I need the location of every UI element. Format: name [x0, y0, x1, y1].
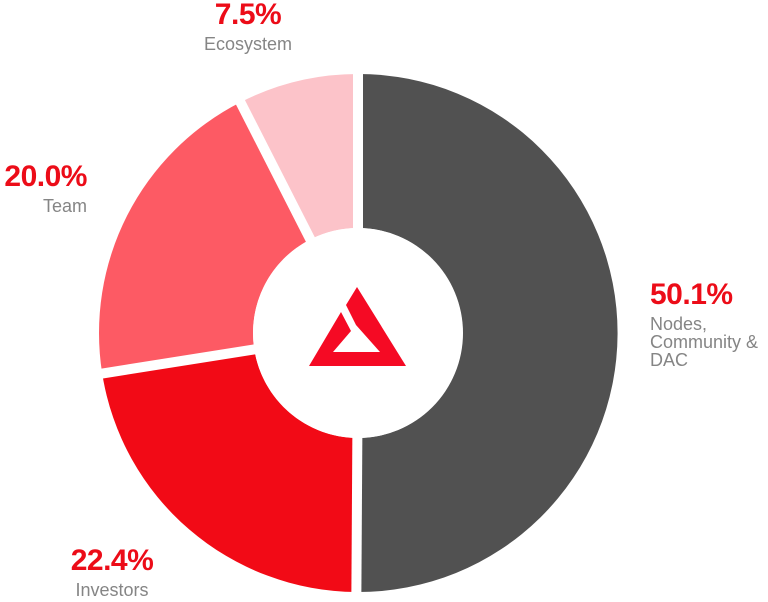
slice-separator-2 [97, 341, 275, 380]
triangle-logo-icon [309, 287, 406, 366]
nodes-name-line1: Nodes, [650, 314, 708, 334]
investors-percent: 22.4% [70, 544, 154, 577]
ecosystem-percent: 7.5% [214, 0, 282, 31]
slice-investors [102, 349, 358, 592]
team-name: Team [42, 196, 87, 216]
slice-separator-1 [351, 417, 363, 597]
brand-logo [309, 287, 406, 366]
slice-team [99, 102, 311, 374]
label-ecosystem: 7.5% Ecosystem [148, 0, 348, 53]
team-percent: 20.0% [4, 160, 87, 193]
nodes-name-line3: DAC [650, 350, 689, 370]
slice-ecosystem [240, 74, 358, 240]
ecosystem-name: Ecosystem [203, 34, 293, 54]
slice-nodes-community-dac [356, 73, 618, 592]
investors-name: Investors [75, 580, 149, 600]
label-nodes-community-dac: 50.1% Nodes, Community & DAC [650, 278, 758, 370]
nodes-percent: 50.1% [650, 278, 733, 311]
donut-hole [253, 228, 463, 438]
label-investors: 22.4% Investors [37, 544, 187, 600]
slice-separator-3 [234, 96, 324, 260]
nodes-name-line2: Community & [650, 332, 759, 352]
label-team: 20.0% Team [0, 160, 87, 216]
nodes-name: Nodes, Community & DAC [650, 315, 758, 369]
